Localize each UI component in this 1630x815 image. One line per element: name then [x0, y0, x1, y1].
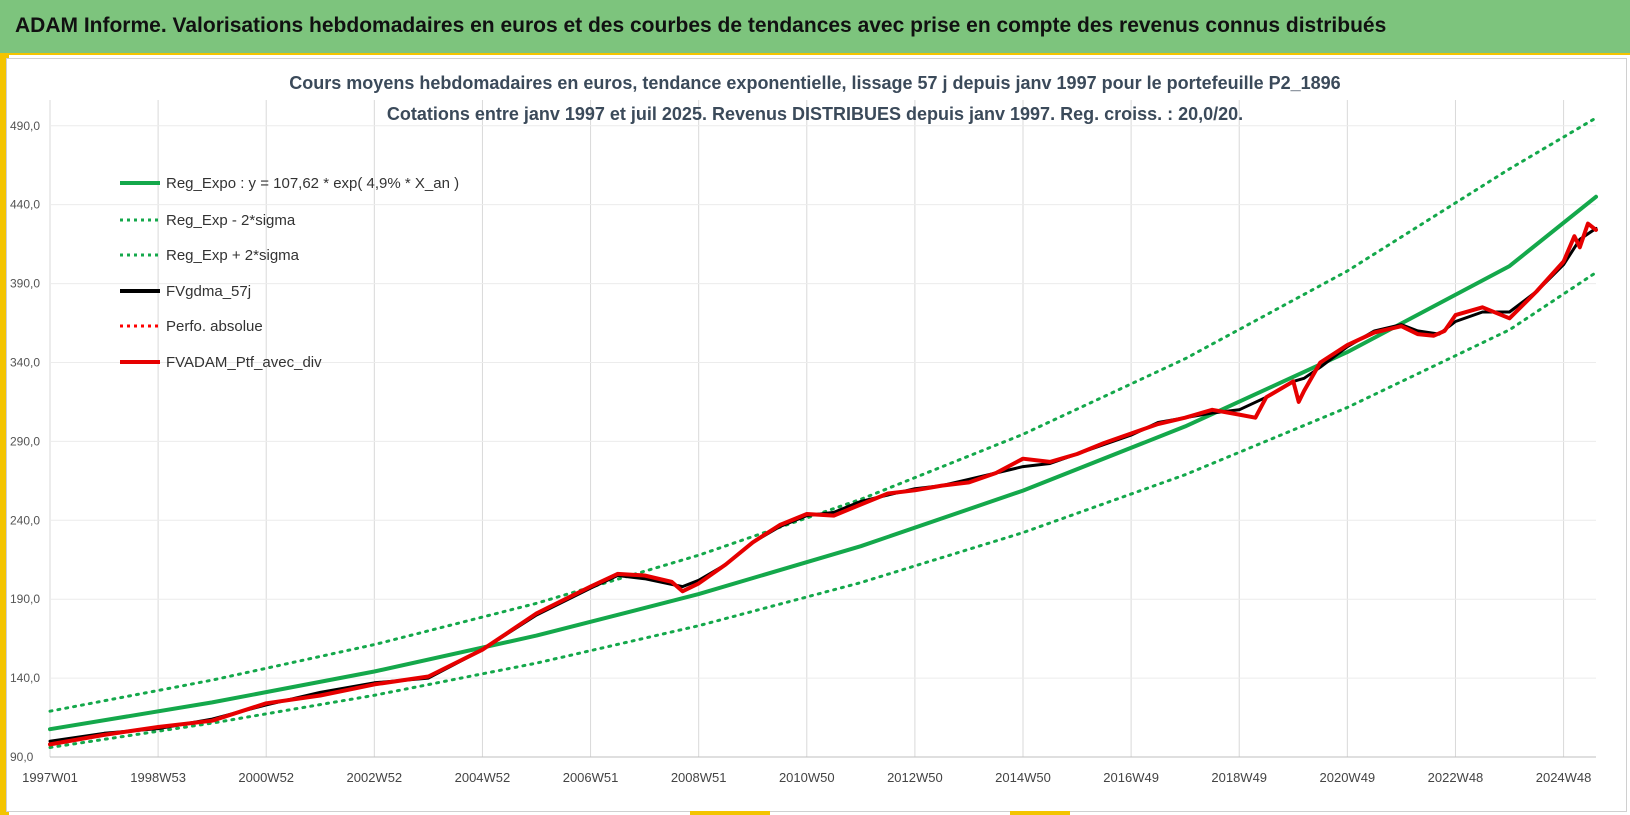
legend-swatch-dotted-green [120, 253, 160, 257]
x-tick-label: 2012W50 [887, 770, 943, 785]
y-tick-label: 90,0 [10, 750, 34, 764]
legend-label: Perfo. absolue [166, 317, 263, 335]
legend-label: Reg_Exp - 2*sigma [166, 211, 296, 229]
legend-label: FVgdma_57j [166, 282, 252, 300]
legend-label: Reg_Exp + 2*sigma [166, 246, 299, 264]
y-tick-label: 290,0 [10, 434, 40, 448]
series-reg-expo-line [48, 194, 1598, 732]
legend-item-perfo-absolue[interactable]: Perfo. absolue [120, 314, 263, 338]
legend-swatch-dotted-green [120, 218, 160, 222]
x-tick-label: 2000W52 [238, 770, 294, 785]
series-reg-exp-plus-line [48, 116, 1598, 713]
left-accent-bar [0, 55, 9, 815]
y-tick-label: 190,0 [10, 592, 40, 606]
series-fvadam-ptf-line [48, 221, 1598, 747]
series-reg-exp-minus-line [48, 271, 1598, 749]
x-tick-label: 2004W52 [455, 770, 511, 785]
x-tick-label: 2014W50 [995, 770, 1051, 785]
x-tick-label: 1998W53 [130, 770, 186, 785]
x-tick-label: 2018W49 [1211, 770, 1267, 785]
x-tick-label: 2016W49 [1103, 770, 1159, 785]
x-tick-label: 2010W50 [779, 770, 835, 785]
page-title: ADAM Informe. Valorisations hebdomadaire… [15, 14, 1387, 37]
x-tick-label: 1997W01 [22, 770, 78, 785]
legend-item-reg-exp-minus[interactable]: Reg_Exp - 2*sigma [120, 208, 295, 232]
x-tick-label: 2006W51 [563, 770, 619, 785]
y-tick-label: 390,0 [10, 277, 40, 291]
header-bar: ADAM Informe. Valorisations hebdomadaire… [0, 0, 1630, 55]
bottom-accent [1010, 811, 1070, 815]
chart-subtitle: Cotations entre janv 1997 et juil 2025. … [386, 104, 1244, 124]
legend-item-reg-exp-plus[interactable]: Reg_Exp + 2*sigma [120, 243, 299, 267]
legend-item-reg-expo[interactable]: Reg_Expo : y = 107,62 * exp( 4,9% * X_an… [120, 171, 459, 195]
legend-swatch-dotted-red [120, 324, 160, 328]
y-tick-label: 490,0 [10, 119, 40, 133]
axis-layer: 90,0 140,0 190,0 240,0 290,0 340,0 390,0 440,0 4… [10, 119, 1596, 785]
legend-swatch-solid-black [120, 289, 160, 293]
grid-layer [49, 100, 1596, 758]
legend-label: Reg_Expo : y = 107,62 * exp( 4,9% * X_an… [166, 174, 460, 192]
chart-title: Cours moyens hebdomadaires en euros, ten… [289, 73, 1341, 93]
y-tick-label: 440,0 [10, 198, 40, 212]
series-layer [48, 116, 1598, 749]
x-tick-label: 2020W49 [1320, 770, 1376, 785]
y-tick-label: 340,0 [10, 355, 40, 369]
legend-swatch-solid-green [120, 181, 160, 185]
x-tick-label: 2008W51 [671, 770, 727, 785]
series-fvgdma-line [48, 226, 1598, 743]
x-tick-label: 2002W52 [347, 770, 403, 785]
legend-swatch-solid-red [120, 360, 160, 364]
bottom-accent [690, 811, 770, 815]
legend-item-fvgdma[interactable]: FVgdma_57j [120, 279, 251, 303]
legend-label: FVADAM_Ptf_avec_div [166, 353, 322, 371]
x-tick-label: 2022W48 [1428, 770, 1484, 785]
legend-item-fvadam-ptf[interactable]: FVADAM_Ptf_avec_div [120, 350, 322, 374]
y-tick-label: 240,0 [10, 513, 40, 527]
x-tick-label: 2024W48 [1536, 770, 1592, 785]
chart-frame [6, 58, 1627, 812]
y-tick-label: 140,0 [10, 671, 40, 685]
